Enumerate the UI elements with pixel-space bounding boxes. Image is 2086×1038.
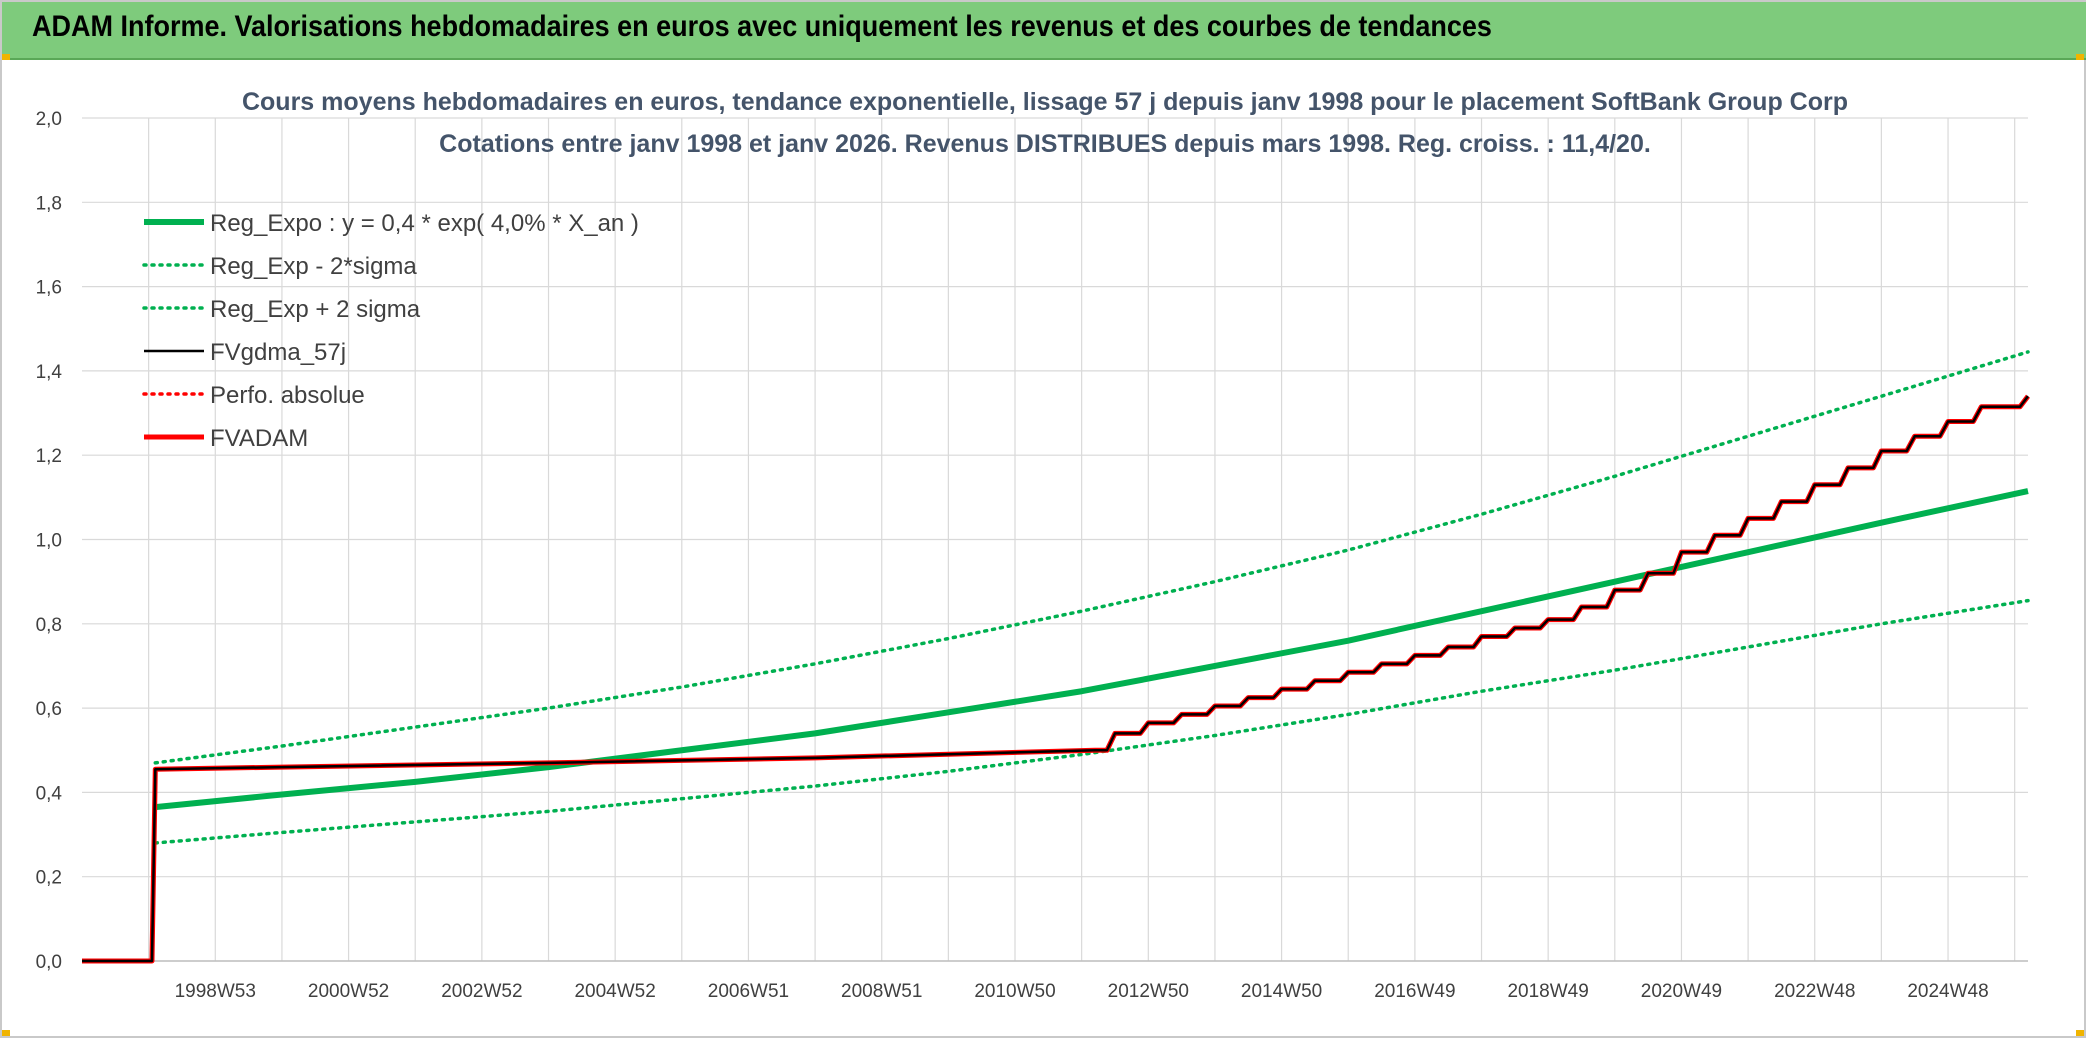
legend-label: FVADAM [210,425,308,452]
legend-label: Reg_Expo : y = 0,4 * exp( 4,0% * X_an ) [210,210,639,237]
legend-label: Reg_Exp - 2*sigma [210,253,417,280]
y-tick-label: 2,0 [36,109,62,130]
x-tick-label: 2012W50 [1108,981,1189,1002]
chart-title: Cours moyens hebdomadaires en euros, ten… [242,88,1848,116]
x-tick-label: 1998W53 [175,981,256,1002]
x-tick-label: 2016W49 [1374,981,1455,1002]
x-tick-label: 2008W51 [841,981,922,1002]
series-line-1 [153,598,2030,845]
report-banner: ADAM Informe. Valorisations hebdomadaire… [2,2,2086,60]
legend-label: FVgdma_57j [210,339,346,366]
y-tick-label: 1,4 [36,362,63,383]
grid-layer [82,117,2028,962]
corner-marker [2,1030,10,1036]
x-tick-label: 2020W49 [1641,981,1722,1002]
x-tick-label: 2024W48 [1907,981,1988,1002]
x-tick-label: 2004W52 [574,981,655,1002]
y-tick-label: 1,8 [36,193,62,214]
series-line-0 [155,488,2029,811]
x-tick-label: 2002W52 [441,981,522,1002]
report-title: ADAM Informe. Valorisations hebdomadaire… [32,10,1492,43]
y-tick-label: 0,8 [36,615,62,636]
chart-subtitle: Cotations entre janv 1998 et janv 2026. … [439,130,1651,158]
legend-label: Reg_Exp + 2 sigma [210,296,421,323]
corner-marker [2076,1030,2084,1036]
legend: Reg_Expo : y = 0,4 * exp( 4,0% * X_an ) R… [142,210,639,452]
y-tick-label: 1,0 [36,531,62,552]
x-tick-label: 2000W52 [308,981,389,1002]
x-tick-label: 2022W48 [1774,981,1855,1002]
x-tick-label: 2006W51 [708,981,789,1002]
y-tick-label: 0,4 [36,783,63,804]
x-tick-label: 2010W50 [974,981,1055,1002]
y-tick-label: 0,2 [36,868,62,889]
corner-marker [2,54,10,60]
valuation-chart: 0,0 0,2 0,4 0,6 0,8 1,0 1,2 1,4 1,6 1,8 2,0 1998W53… [36,88,2030,1002]
x-tick-label: 2014W50 [1241,981,1322,1002]
series-line-2 [153,350,2030,765]
series-line-3 [82,395,2029,963]
x-tick-label: 2018W49 [1507,981,1588,1002]
y-tick-label: 0,0 [36,952,62,973]
legend-label: Perfo. absolue [210,382,365,409]
corner-marker [2076,54,2084,60]
series-layer [82,350,2030,964]
y-tick-label: 1,6 [36,278,62,299]
axis-layer: 0,0 0,2 0,4 0,6 0,8 1,0 1,2 1,4 1,6 1,8 2,0 1998W53… [36,109,2028,1002]
y-tick-label: 0,6 [36,699,62,720]
y-tick-label: 1,2 [36,446,62,467]
